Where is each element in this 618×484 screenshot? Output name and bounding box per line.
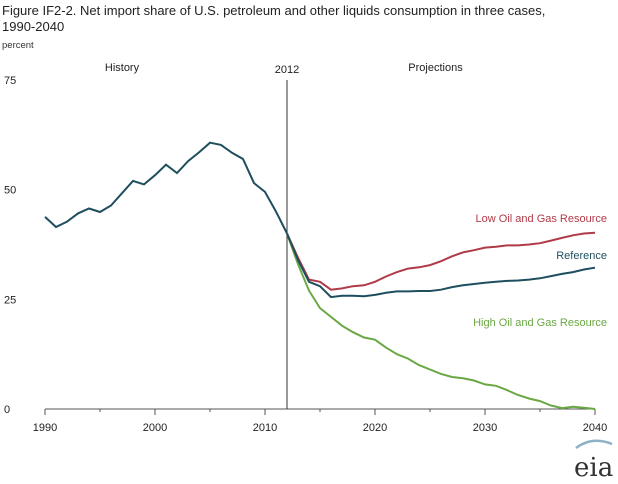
projections-label: Projections	[408, 62, 463, 74]
x-tick-label: 1990	[33, 422, 57, 434]
chart-title-line2: 1990-2040	[2, 19, 64, 34]
series-line-reference	[286, 233, 596, 299]
x-tick-label: 2000	[143, 422, 167, 434]
y-tick-label: 25	[4, 294, 16, 306]
y-axis-unit-label: percent	[2, 40, 34, 51]
x-axis: 1990 2000 2010 2020 2030 2040	[33, 408, 607, 434]
y-axis: 0 25 50 75	[4, 75, 16, 416]
y-tick-label: 0	[4, 404, 10, 416]
y-tick-label: 50	[4, 185, 16, 197]
series-label-high-oil-and-gas-resource: High Oil and Gas Resource	[473, 317, 607, 329]
series-label-low-oil-and-gas-resource: Low Oil and Gas Resource	[476, 213, 607, 225]
logo-text: eia	[574, 453, 613, 483]
chart-title-line1: Figure IF2-2. Net import share of U.S. p…	[2, 3, 545, 18]
logo-swoosh-icon	[575, 439, 613, 450]
y-tick-label: 75	[4, 75, 16, 87]
x-tick-label: 2010	[253, 422, 277, 434]
series-line-high-oil-and-gas-resource	[286, 233, 596, 410]
history-label: History	[105, 62, 140, 74]
series-line-low-oil-and-gas-resource	[286, 231, 596, 291]
x-tick-label: 2030	[473, 422, 497, 434]
divider-year-label: 2012	[275, 64, 299, 76]
x-tick-label: 2020	[363, 422, 387, 434]
series-line-history	[44, 141, 288, 234]
eia-logo: eia	[574, 439, 613, 483]
x-tick-label: 2040	[583, 422, 607, 434]
series-label-reference: Reference	[556, 250, 607, 262]
